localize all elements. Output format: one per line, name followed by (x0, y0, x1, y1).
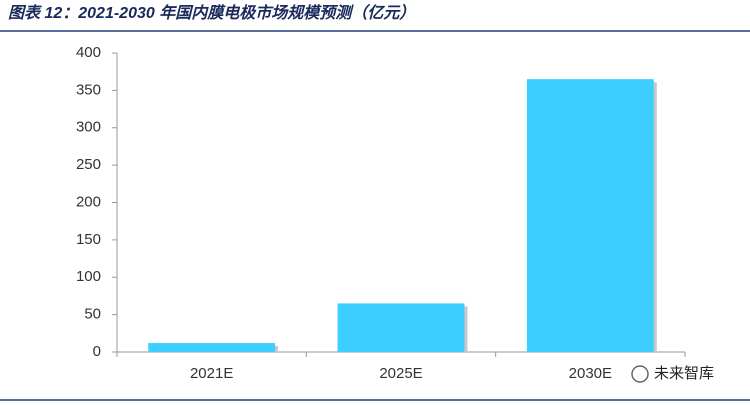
bar (148, 343, 276, 352)
y-tick-label: 400 (76, 44, 101, 61)
watermark: 未来智库 (654, 364, 714, 382)
bar (526, 79, 654, 352)
y-tick-label: 150 (76, 231, 101, 248)
x-tick-label: 2021E (190, 365, 233, 382)
chart-title: 图表 12：2021-2030 年国内膜电极市场规模预测（亿元） (8, 3, 415, 22)
x-tick-label: 2030E (569, 365, 612, 382)
bar (337, 303, 465, 352)
y-tick-label: 250 (76, 156, 101, 173)
y-tick-label: 100 (76, 268, 101, 285)
watermark-icon (631, 365, 649, 383)
y-tick-label: 0 (93, 343, 101, 360)
y-tick-label: 50 (84, 306, 101, 323)
y-tick-label: 350 (76, 81, 101, 98)
x-tick-label: 2025E (379, 365, 422, 382)
y-tick-label: 200 (76, 193, 101, 210)
y-tick-label: 300 (76, 119, 101, 136)
